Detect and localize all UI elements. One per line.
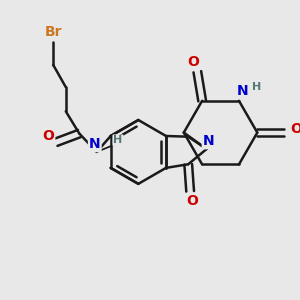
Text: N: N — [237, 84, 249, 98]
Text: H: H — [113, 135, 123, 145]
Text: H: H — [252, 82, 261, 92]
Text: Br: Br — [44, 25, 62, 39]
Text: N: N — [89, 137, 100, 151]
Text: O: O — [186, 194, 198, 208]
Text: N: N — [203, 134, 214, 148]
Text: O: O — [42, 130, 54, 143]
Text: O: O — [290, 122, 300, 136]
Text: O: O — [188, 55, 200, 69]
